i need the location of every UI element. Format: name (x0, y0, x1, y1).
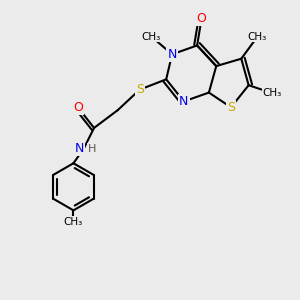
Text: O: O (73, 101, 83, 114)
Text: CH₃: CH₃ (262, 88, 282, 98)
Text: CH₃: CH₃ (64, 217, 83, 227)
Text: N: N (75, 142, 84, 155)
Text: N: N (167, 48, 177, 61)
Text: CH₃: CH₃ (142, 32, 161, 42)
Text: O: O (196, 13, 206, 26)
Text: H: H (88, 143, 96, 154)
Text: CH₃: CH₃ (248, 32, 267, 42)
Text: N: N (179, 95, 188, 108)
Text: S: S (136, 83, 144, 96)
Text: S: S (227, 101, 235, 114)
